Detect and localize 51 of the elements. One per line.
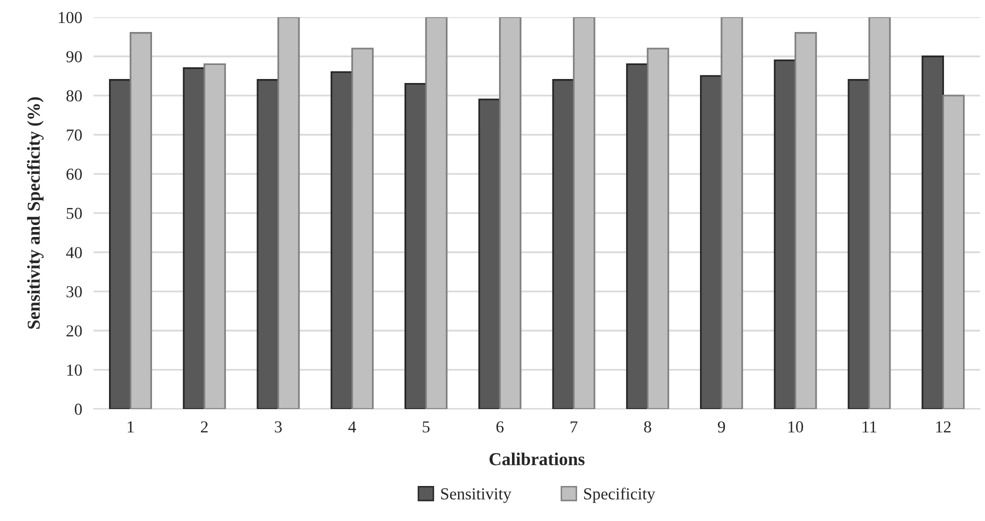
bar (478, 98, 501, 409)
y-tick-label: 20 (66, 325, 82, 337)
x-tick-label: 9 (718, 421, 725, 433)
bar (552, 79, 575, 409)
bar (774, 59, 796, 409)
y-tick-label: 60 (66, 168, 82, 180)
y-tick-label: 90 (66, 51, 82, 62)
x-tick-label: 5 (422, 421, 430, 433)
bar (942, 94, 965, 409)
x-tick-label: 7 (570, 421, 578, 432)
bar (848, 79, 870, 409)
y-tick-label: 50 (66, 208, 82, 220)
bar (330, 71, 353, 409)
x-tick-label: 3 (274, 421, 282, 433)
bar (277, 17, 300, 409)
bar (351, 48, 374, 409)
x-tick-label: 8 (644, 421, 652, 433)
bar (425, 17, 448, 409)
y-tick-label: 70 (66, 129, 82, 141)
bar (572, 17, 596, 409)
x-tick-label: 12 (936, 421, 951, 432)
bar (108, 79, 132, 409)
bar (868, 17, 891, 409)
bar (626, 63, 648, 409)
x-axis-title: Calibrations (490, 452, 585, 466)
bar (499, 17, 522, 409)
bar (794, 32, 817, 409)
y-tick-label: 10 (67, 364, 82, 376)
bar (204, 63, 226, 409)
bar (130, 32, 152, 409)
y-tick-label: 80 (66, 90, 82, 102)
x-tick-label: 4 (348, 421, 356, 432)
y-tick-label: 100 (58, 12, 82, 24)
y-tick-label: 30 (66, 286, 82, 298)
bar (404, 82, 427, 409)
x-tick-label: 1 (128, 421, 134, 432)
bar (182, 67, 206, 409)
y-tick-label: 0 (74, 404, 82, 415)
y-tick-label: 40 (66, 246, 82, 258)
bar (720, 17, 744, 409)
y-axis-title: Sensitivity and Specificity (%) (26, 97, 44, 329)
x-tick-label: 6 (496, 421, 504, 433)
bar (646, 48, 670, 409)
bar (256, 79, 280, 409)
x-tick-label: 11 (862, 421, 876, 432)
x-tick-label: 10 (788, 421, 804, 433)
x-tick-label: 2 (200, 421, 208, 432)
bar (700, 75, 722, 409)
legend-label: Specificity (584, 488, 656, 503)
bar (922, 56, 944, 409)
legend-label: Sensitivity (441, 488, 512, 503)
